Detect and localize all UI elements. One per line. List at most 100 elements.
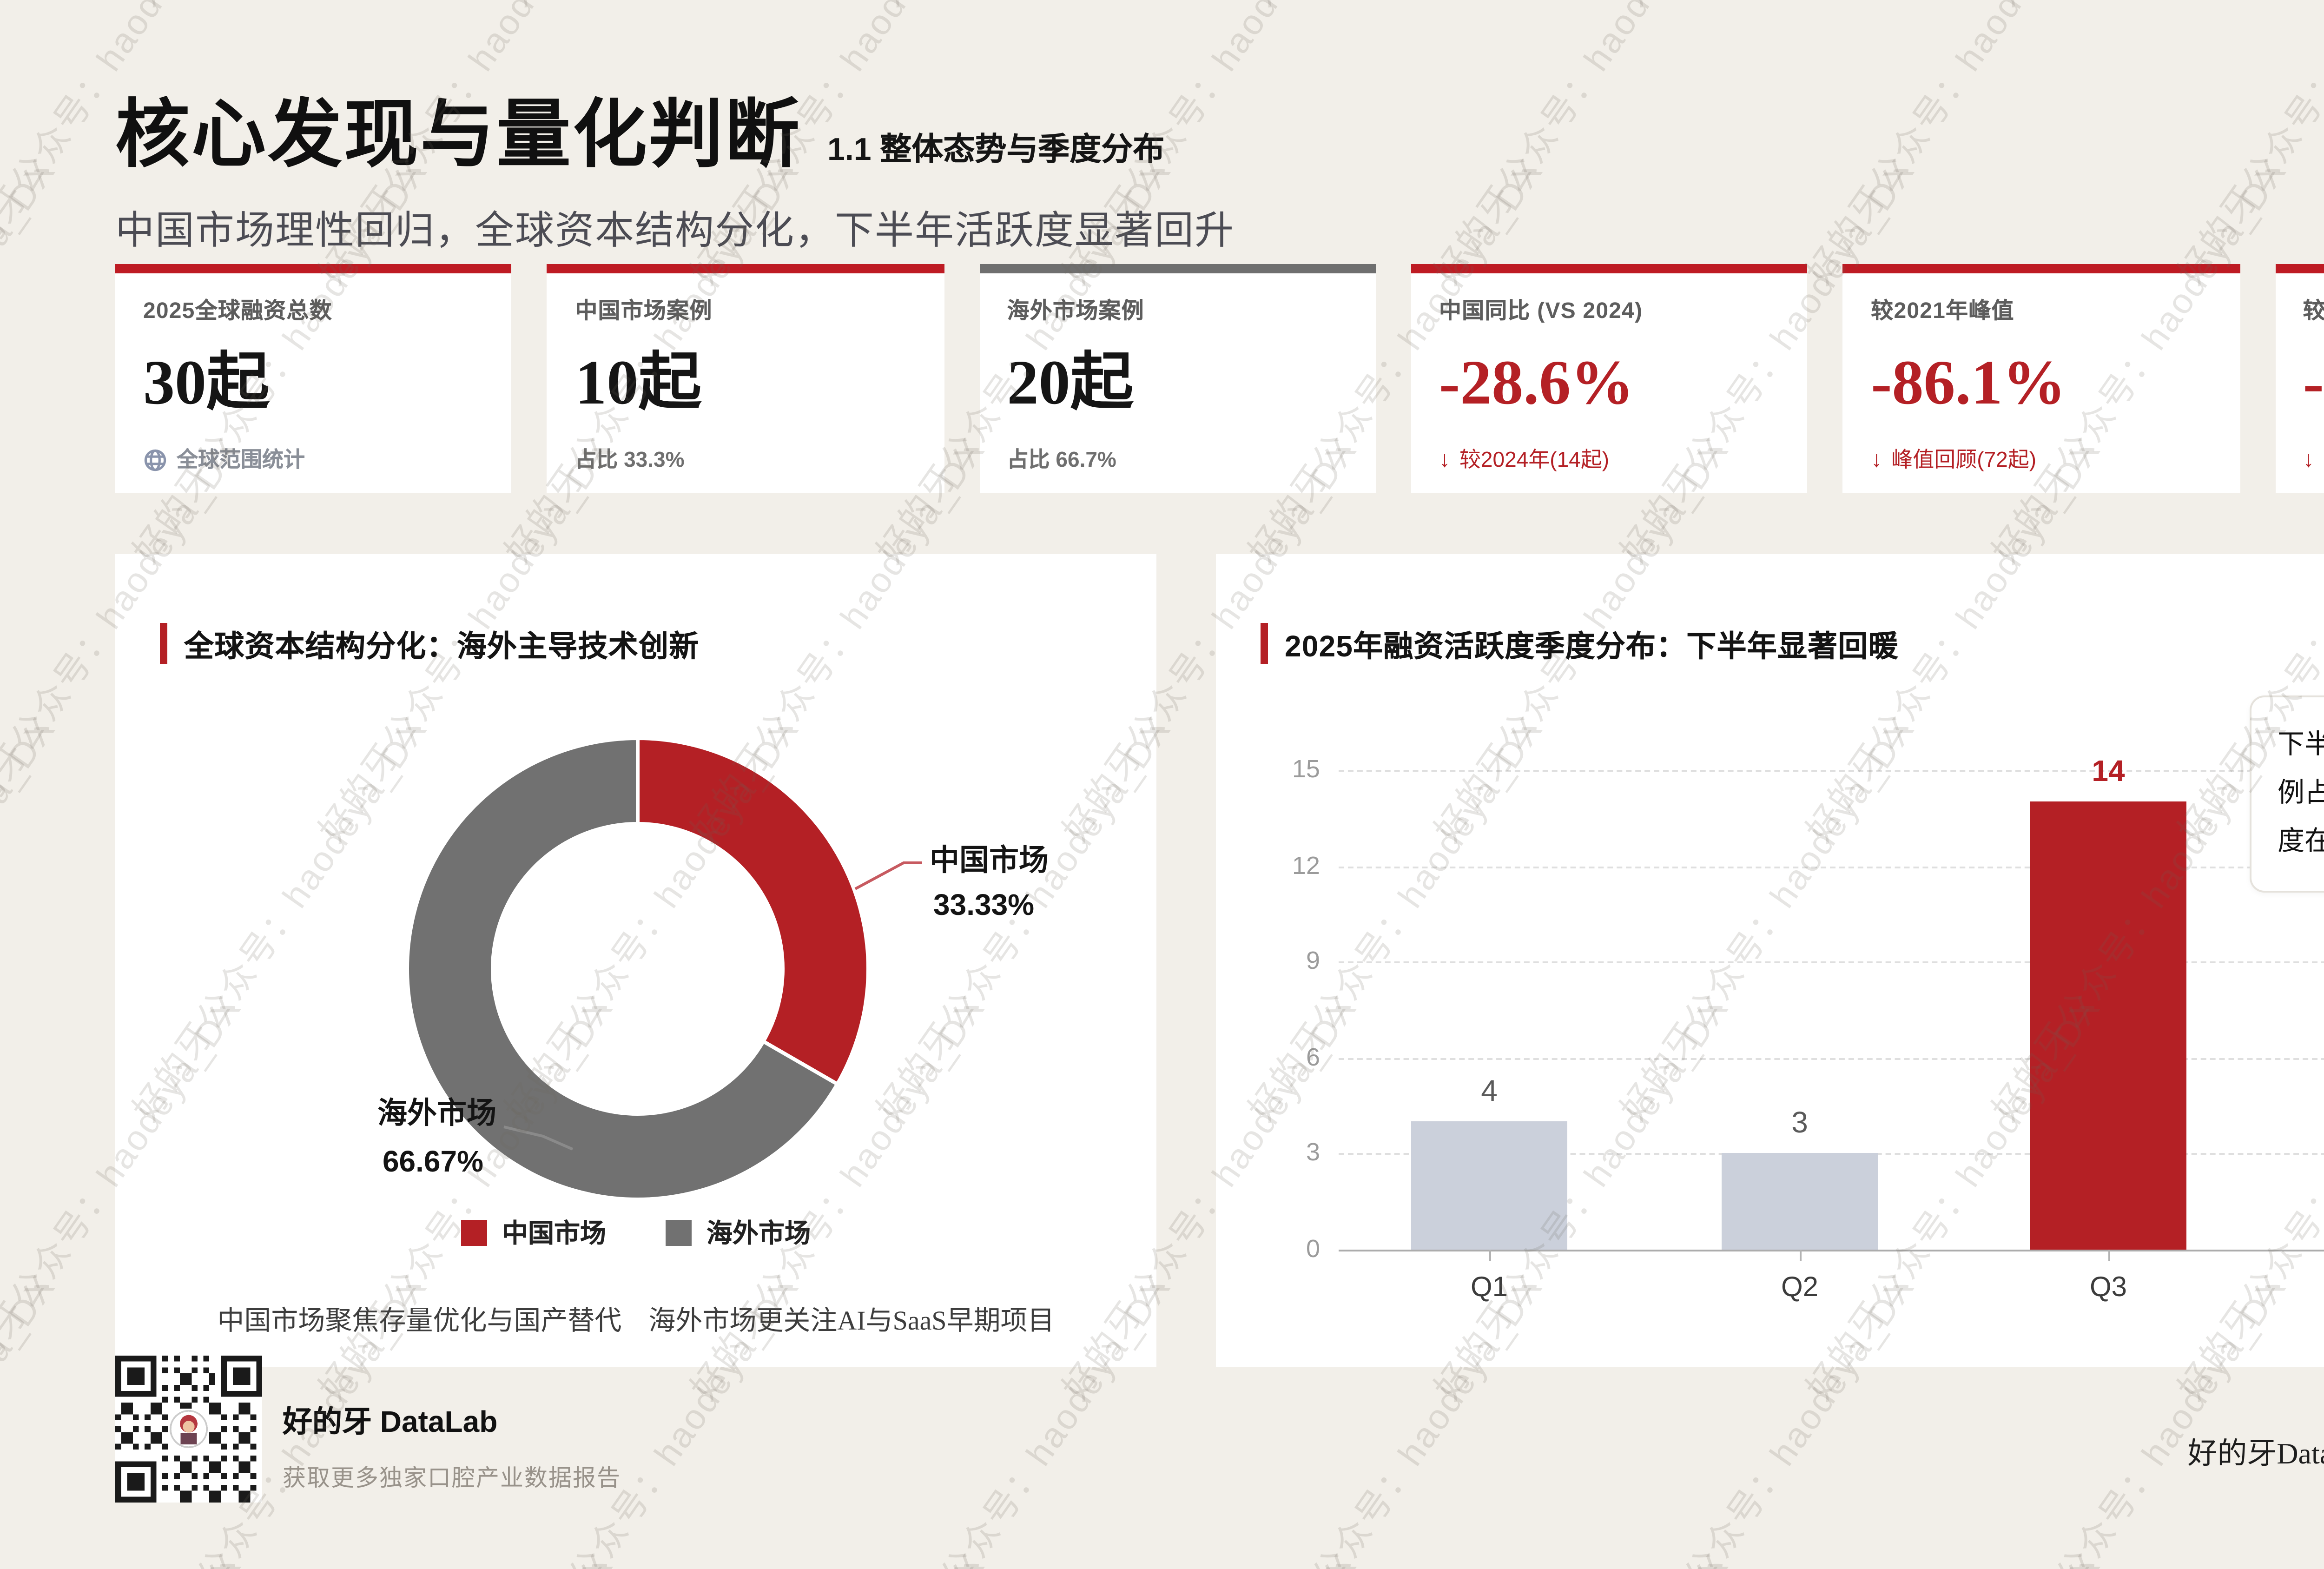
bar-q3 xyxy=(2030,801,2186,1250)
card-footer-text: 全球范围统计 xyxy=(177,450,305,472)
watermark-text: 好的牙公众号：haodeya_DX xyxy=(1049,1542,1367,1569)
page-tagline: 中国市场理性回归，全球资本结构分化，下半年活跃度显著回升 xyxy=(115,210,1235,253)
y-tick-label: 9 xyxy=(1306,947,1320,975)
bar-value-label: 3 xyxy=(1791,1109,1808,1141)
down-arrow-icon: ↓ xyxy=(2303,446,2314,472)
leader-line-china xyxy=(854,861,922,890)
down-arrow-icon: ↓ xyxy=(1439,446,1450,472)
watermark-text: 好的牙公众号：haodeya_DX xyxy=(0,0,66,14)
y-tick-label: 15 xyxy=(1292,755,1320,783)
watermark-text: 好的牙公众号：haodeya_DX xyxy=(863,0,1182,14)
card-value: -76.7% xyxy=(2303,350,2324,418)
annotation-text: ，资本活跃度在年中出现明显拐点。 xyxy=(2278,828,2324,858)
stat-card-vs-2021-peak: 较2021年峰值 -86.1% ↓ 峰值回顾(72起) xyxy=(1843,264,2240,493)
donut-label-overseas-name: 海外市场 xyxy=(377,1096,496,1130)
card-label: 较2022年 xyxy=(2303,298,2324,324)
donut-caption: 中国市场聚焦存量优化与国产替代 海外市场更关注AI与SaaS早期项目 xyxy=(217,1307,1055,1337)
donut-chart-panel: 全球资本结构分化：海外主导技术创新 中国市场 33.33% 海外市场 66.67… xyxy=(115,554,1156,1367)
down-arrow-icon: ↓ xyxy=(1871,446,1882,472)
bar-q2 xyxy=(1722,1153,1878,1250)
card-value: -86.1% xyxy=(1871,350,2066,418)
annotation-text: 下半年（Q3+Q4）融资案例占比达 xyxy=(2278,731,2324,809)
x-tick-mark xyxy=(1489,1250,1491,1261)
legend-swatch-china xyxy=(461,1220,487,1246)
gridline xyxy=(1339,770,2324,772)
gridline xyxy=(1339,1058,2324,1060)
brand-subtitle: 获取更多独家口腔产业数据报告 xyxy=(283,1465,621,1491)
card-footer-text: 占比 66.7% xyxy=(1007,450,1116,472)
page-footer: 好的牙 DataLab 获取更多独家口腔产业数据报告 DATA 好的牙DataL… xyxy=(115,1352,2324,1519)
header: 核心发现与量化判断 1.1 整体态势与季度分布 中国市场理性回归，全球资本结构分… xyxy=(115,74,2324,257)
bar-chart-panel: 2025年融资活跃度季度分布：下半年显著回暖 0 3 6 9 12 15 4 Q1 3 Q2 14 Q… xyxy=(1216,554,2324,1367)
legend-item-china: 中国市场 xyxy=(461,1214,606,1251)
donut-label-china-pct: 33.33% xyxy=(933,888,1034,921)
bar-panel-title: 2025年融资活跃度季度分布：下半年显著回暖 xyxy=(1285,632,1899,664)
donut-slice-overseas xyxy=(405,736,839,1201)
legend-item-overseas: 海外市场 xyxy=(666,1214,811,1251)
card-accent-bar xyxy=(1843,264,2240,273)
watermark-text: 好的牙公众号：haodeya_DX xyxy=(1421,1542,1739,1569)
watermark-text: 好的牙公众号：haodeya_DX xyxy=(0,1542,252,1569)
card-label: 海外市场案例 xyxy=(1007,298,1144,324)
card-value: -28.6% xyxy=(1439,350,1634,418)
card-value: 30起 xyxy=(143,350,270,418)
card-footer-text: 峰值回顾(72起) xyxy=(1891,450,2037,472)
donut-panel-title: 全球资本结构分化：海外主导技术创新 xyxy=(184,632,700,664)
card-footer-text: 占比 33.3% xyxy=(575,450,685,472)
watermark-text: 好的牙公众号：haodeya_DX xyxy=(119,0,438,14)
card-label: 较2021年峰值 xyxy=(1871,298,2014,324)
x-category-label: Q3 xyxy=(2089,1272,2127,1304)
x-category-label: Q2 xyxy=(1781,1272,1818,1304)
watermark-text: 好的牙公众号：haodeya_DX xyxy=(1235,0,1553,14)
watermark-text: 好的牙公众号：haodeya_DX xyxy=(305,1542,624,1569)
card-label: 2025全球融资总数 xyxy=(143,298,332,324)
x-axis-line xyxy=(1339,1250,2324,1251)
donut-label-china-name: 中国市场 xyxy=(930,843,1049,877)
watermark-text: 好的牙公众号：haodeya_DX xyxy=(1979,0,2297,14)
card-label: 中国同比 (VS 2024) xyxy=(1439,298,1643,324)
bar-value-label: 14 xyxy=(2092,757,2125,789)
watermark-text: 好的牙公众号：haodeya_DX xyxy=(677,1542,996,1569)
bar-chart: 036912154Q13Q214Q39Q4 xyxy=(1216,554,2324,1367)
globe-icon xyxy=(143,447,167,471)
x-tick-mark xyxy=(2108,1250,2110,1261)
qr-code xyxy=(115,1356,262,1503)
card-accent-bar xyxy=(1411,264,1808,273)
title-accent-bar xyxy=(160,623,167,664)
y-tick-label: 6 xyxy=(1306,1043,1320,1071)
stat-card-yoy-2024: 中国同比 (VS 2024) -28.6% ↓ 较2024年(14起) xyxy=(1411,264,1808,493)
card-accent-bar xyxy=(2275,264,2324,273)
stat-card-china-count: 中国市场案例 10起 占比 33.3% xyxy=(547,264,944,493)
title-accent-bar xyxy=(1261,623,1268,664)
card-accent-bar xyxy=(979,264,1376,273)
page-title: 核心发现与量化判断 xyxy=(115,93,801,177)
x-category-label: Q1 xyxy=(1470,1272,1508,1304)
y-tick-label: 3 xyxy=(1306,1139,1320,1167)
brand-name: 好的牙 DataLab xyxy=(283,1408,498,1439)
card-footer-text: 较2024年(14起) xyxy=(1459,450,1610,472)
leader-line-overseas xyxy=(503,1125,574,1151)
watermark-text: 好的牙公众号：haodeya_DX xyxy=(1793,1542,2111,1569)
gridline xyxy=(1339,866,2324,868)
watermark-text: 好的牙公众号：haodeya_DX xyxy=(0,1268,65,1569)
card-value: 20起 xyxy=(1007,350,1134,418)
stat-card-overseas-count: 海外市场案例 20起 占比 66.7% xyxy=(979,264,1376,493)
data-source: 好的牙DataLab数据库 · 2025年度统计 xyxy=(2187,1439,2324,1471)
card-accent-bar xyxy=(115,264,512,273)
bar-value-label: 4 xyxy=(1481,1077,1498,1109)
y-tick-label: 12 xyxy=(1292,851,1320,879)
card-value: 10起 xyxy=(575,350,702,418)
stat-card-vs-2022: 较2022年 -76.7% ↓ 调整持续深化 xyxy=(2275,264,2324,493)
watermark-text: 好的牙公众号：haodeya_DX xyxy=(2165,1542,2324,1569)
section-label: 1.1 整体态势与季度分布 xyxy=(827,132,1165,167)
donut-chart: 中国市场 33.33% 海外市场 66.67% xyxy=(377,736,1049,1201)
stat-card-global-total: 2025全球融资总数 30起 全球范围统计 xyxy=(115,264,512,493)
donut-slice-china xyxy=(636,736,871,1086)
bar-q1 xyxy=(1411,1121,1567,1250)
card-accent-bar xyxy=(547,264,944,273)
annotation-box: 下半年（Q3+Q4）融资案例占比达 76.7%，资本活跃度在年中出现明显拐点。 xyxy=(2250,695,2324,894)
gridline xyxy=(1339,961,2324,964)
x-tick-mark xyxy=(1800,1250,1802,1261)
watermark-text: 好的牙公众号：haodeya_DX xyxy=(0,710,65,1129)
